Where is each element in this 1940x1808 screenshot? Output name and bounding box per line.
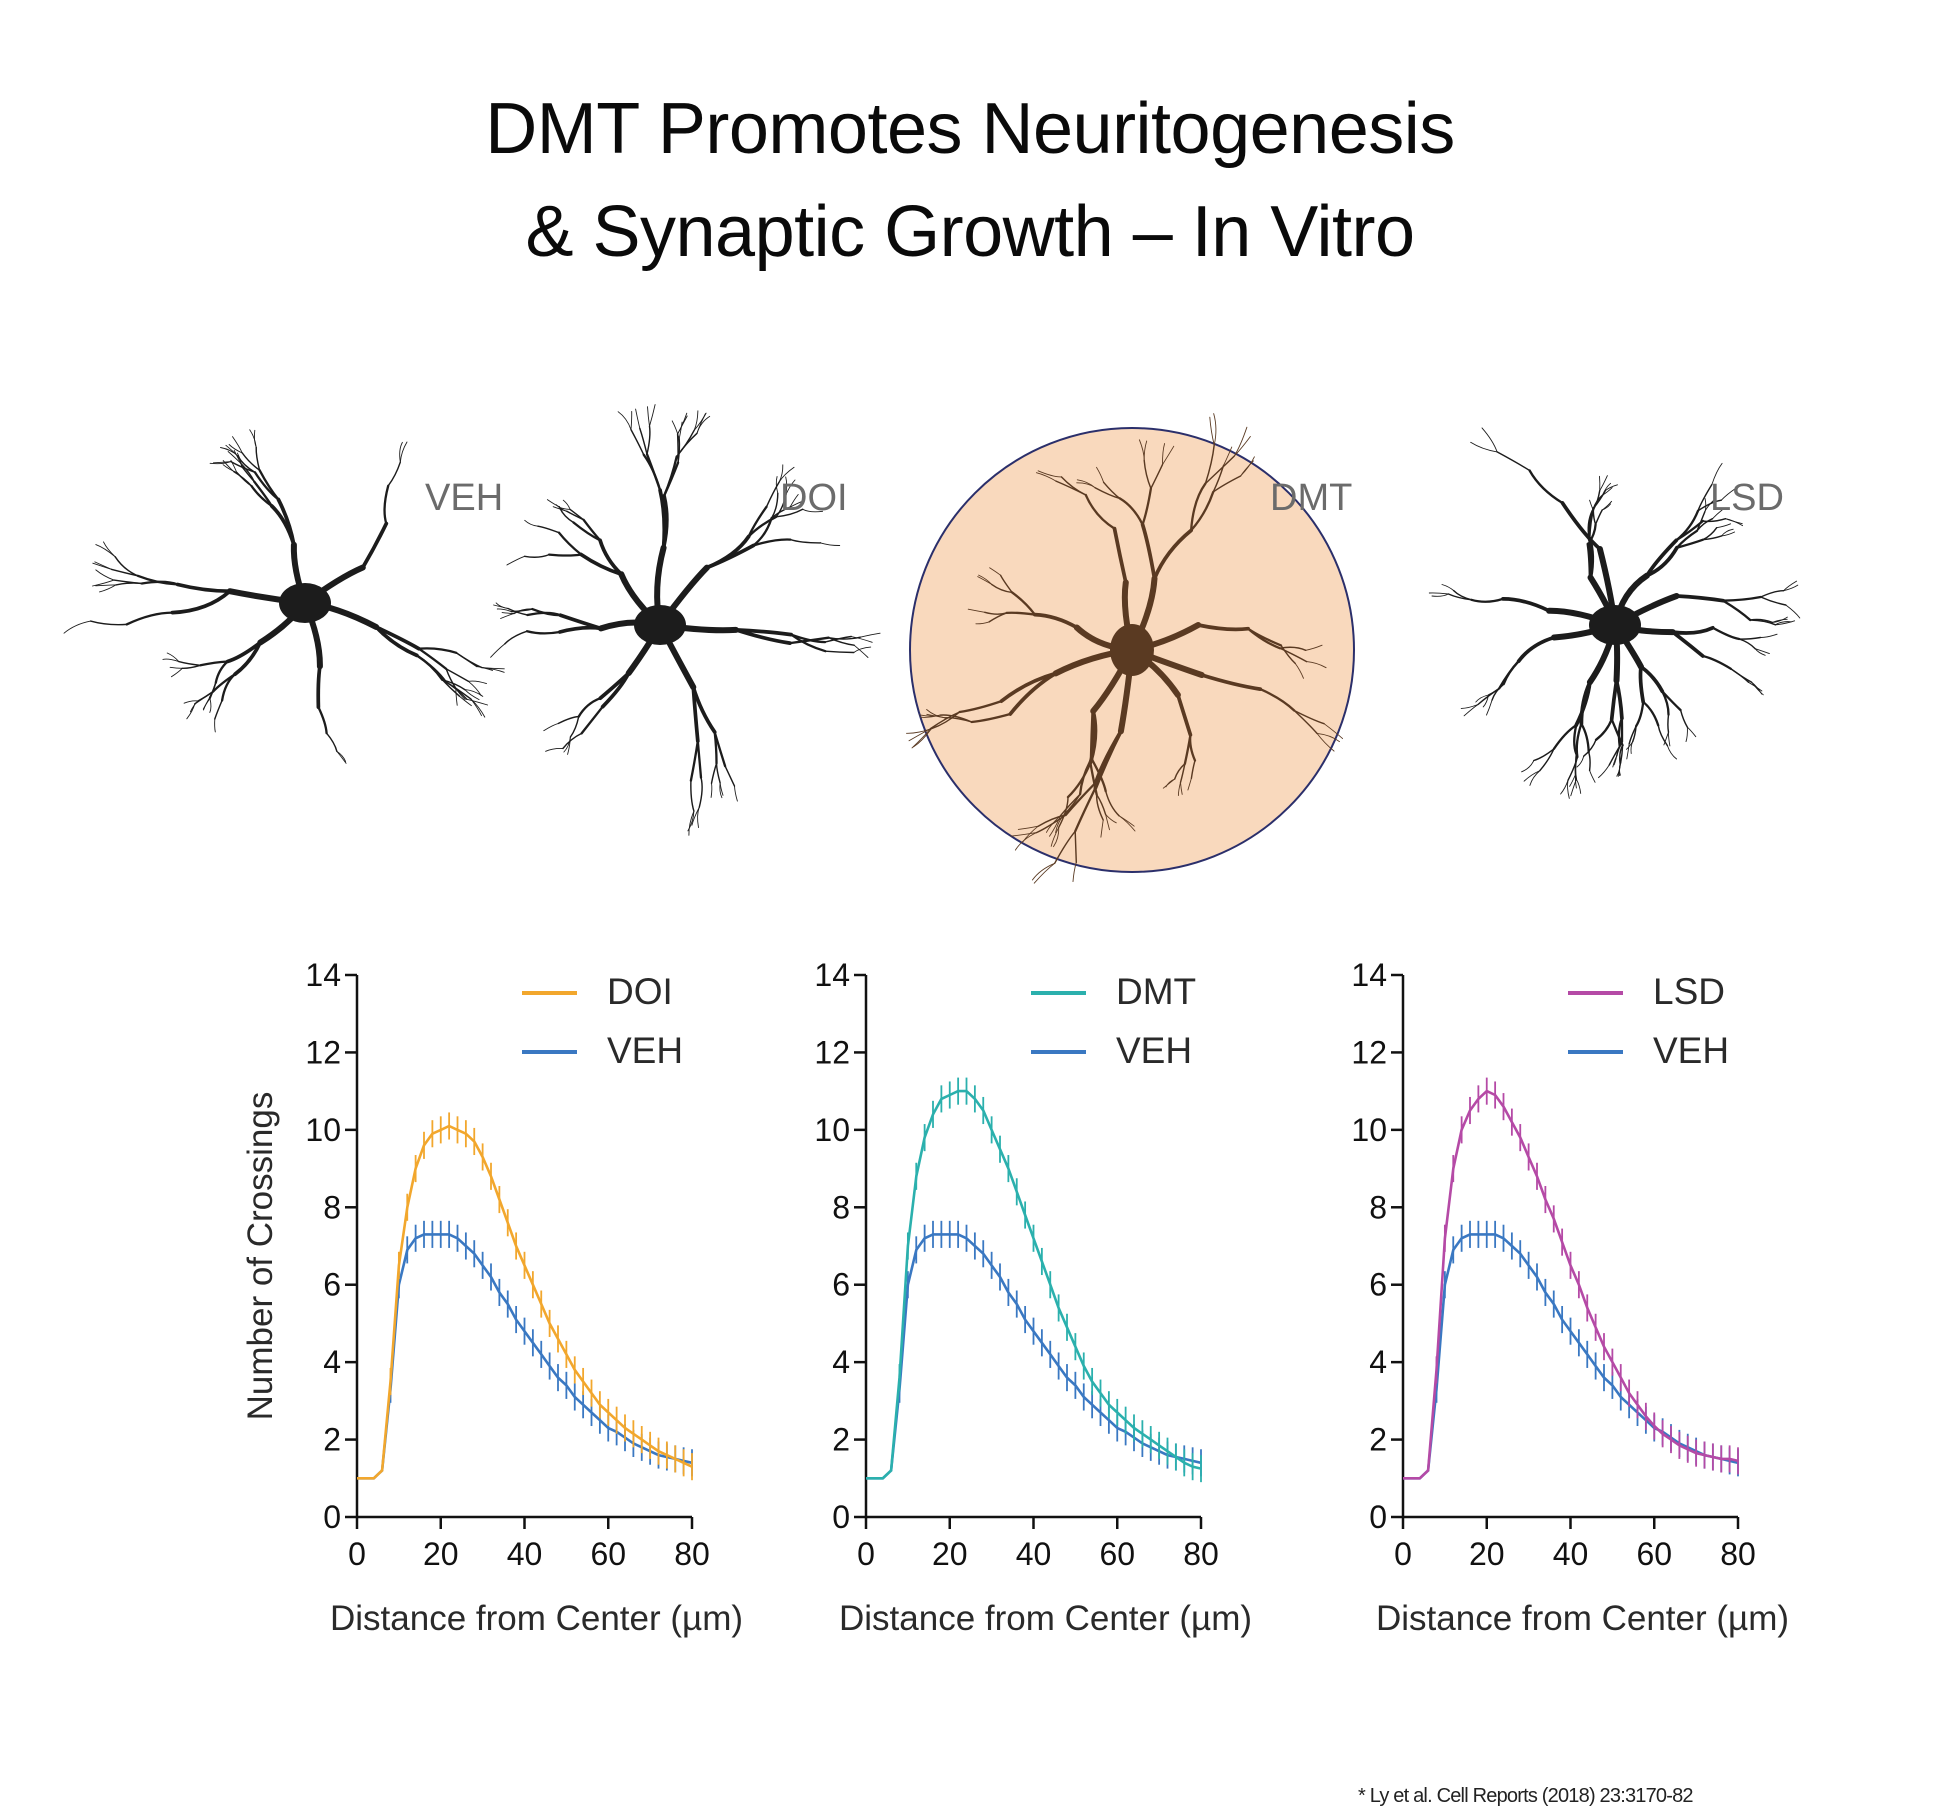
x-tick-label: 0 — [1394, 1536, 1412, 1572]
y-tick-label: 10 — [305, 1112, 341, 1148]
neuron-doi: DOI — [490, 404, 881, 836]
y-tick-label: 4 — [323, 1344, 341, 1380]
y-tick-label: 8 — [323, 1189, 341, 1225]
x-tick-label: 80 — [1183, 1536, 1219, 1572]
y-tick-label: 2 — [323, 1422, 341, 1458]
legend-label: DMT — [1116, 971, 1196, 1012]
y-tick-label: 0 — [832, 1499, 850, 1535]
neuron-lsd: LSD — [1428, 427, 1801, 799]
series-line — [866, 1089, 1202, 1480]
y-tick-label: 4 — [1369, 1344, 1387, 1380]
x-axis-label: Distance from Center (µm) — [839, 1599, 1252, 1638]
x-tick-label: 40 — [1553, 1536, 1589, 1572]
neuron-illustrations: VEH DOI DMT LSD — [63, 404, 1801, 884]
x-tick-label: 0 — [348, 1536, 366, 1572]
series-line — [1403, 1089, 1739, 1480]
y-tick-label: 8 — [832, 1189, 850, 1225]
y-tick-label: 4 — [832, 1344, 850, 1380]
x-axis-label: Distance from Center (µm) — [1376, 1599, 1789, 1638]
x-tick-label: 40 — [1016, 1536, 1052, 1572]
x-tick-label: 60 — [1099, 1536, 1135, 1572]
x-tick-label: 80 — [1720, 1536, 1756, 1572]
x-tick-label: 80 — [674, 1536, 710, 1572]
title-line-1: DMT Promotes Neuritogenesis — [485, 89, 1455, 169]
x-tick-label: 20 — [423, 1536, 459, 1572]
neuron-dmt: DMT — [906, 413, 1355, 884]
y-tick-label: 6 — [832, 1267, 850, 1303]
neuron-veh: VEH — [63, 429, 505, 764]
y-tick-label: 0 — [1369, 1499, 1387, 1535]
x-tick-label: 20 — [932, 1536, 968, 1572]
y-tick-label: 14 — [1351, 957, 1387, 993]
y-tick-label: 14 — [814, 957, 850, 993]
title-line-2: & Synaptic Growth – In Vitro — [525, 192, 1415, 272]
neuron-label: DMT — [1270, 477, 1352, 519]
series-dmt — [866, 1077, 1202, 1483]
x-tick-label: 60 — [590, 1536, 626, 1572]
y-tick-label: 12 — [1351, 1034, 1387, 1070]
y-tick-label: 12 — [814, 1034, 850, 1070]
y-tick-label: 2 — [832, 1422, 850, 1458]
y-tick-label: 6 — [323, 1267, 341, 1303]
cell-body — [1110, 624, 1154, 676]
y-tick-label: 8 — [1369, 1189, 1387, 1225]
chart-panel-2: 0 2 4 6 8 10 12 14 0 20 40 60 80 Distance from Center… — [814, 957, 1252, 1638]
x-tick-label: 60 — [1636, 1536, 1672, 1572]
neuron-label: DOI — [780, 477, 848, 519]
neuron-label: VEH — [425, 477, 503, 519]
chart-panel-1: 0 2 4 6 8 10 12 14 0 20 40 60 80 Distance from Center… — [241, 957, 743, 1638]
series-doi — [357, 1112, 693, 1481]
cell-body — [1589, 605, 1641, 645]
y-tick-label: 6 — [1369, 1267, 1387, 1303]
x-tick-label: 0 — [857, 1536, 875, 1572]
neuron-label: LSD — [1710, 477, 1784, 519]
citation: * Ly et al. Cell Reports (2018) 23:3170-… — [1358, 1785, 1694, 1807]
y-tick-label: 12 — [305, 1034, 341, 1070]
x-tick-label: 20 — [1469, 1536, 1505, 1572]
y-tick-label: 10 — [814, 1112, 850, 1148]
legend-label: VEH — [607, 1030, 683, 1071]
y-tick-label: 14 — [305, 957, 341, 993]
series-lsd — [1403, 1077, 1739, 1480]
x-tick-label: 40 — [507, 1536, 543, 1572]
legend-label: VEH — [1653, 1030, 1729, 1071]
y-tick-label: 10 — [1351, 1112, 1387, 1148]
cell-body — [279, 583, 331, 623]
y-axis-label: Number of Crossings — [241, 1092, 280, 1421]
series-line — [357, 1124, 693, 1480]
cell-body — [634, 605, 686, 645]
legend-label: VEH — [1116, 1030, 1192, 1071]
page-title: DMT Promotes Neuritogenesis & Synaptic G… — [0, 78, 1940, 284]
y-tick-label: 0 — [323, 1499, 341, 1535]
legend-label: LSD — [1653, 971, 1725, 1012]
x-axis-label: Distance from Center (µm) — [330, 1599, 743, 1638]
legend-label: DOI — [607, 971, 673, 1012]
y-tick-label: 2 — [1369, 1422, 1387, 1458]
chart-panel-3: 0 2 4 6 8 10 12 14 0 20 40 60 80 Distance from Center… — [1351, 957, 1789, 1638]
